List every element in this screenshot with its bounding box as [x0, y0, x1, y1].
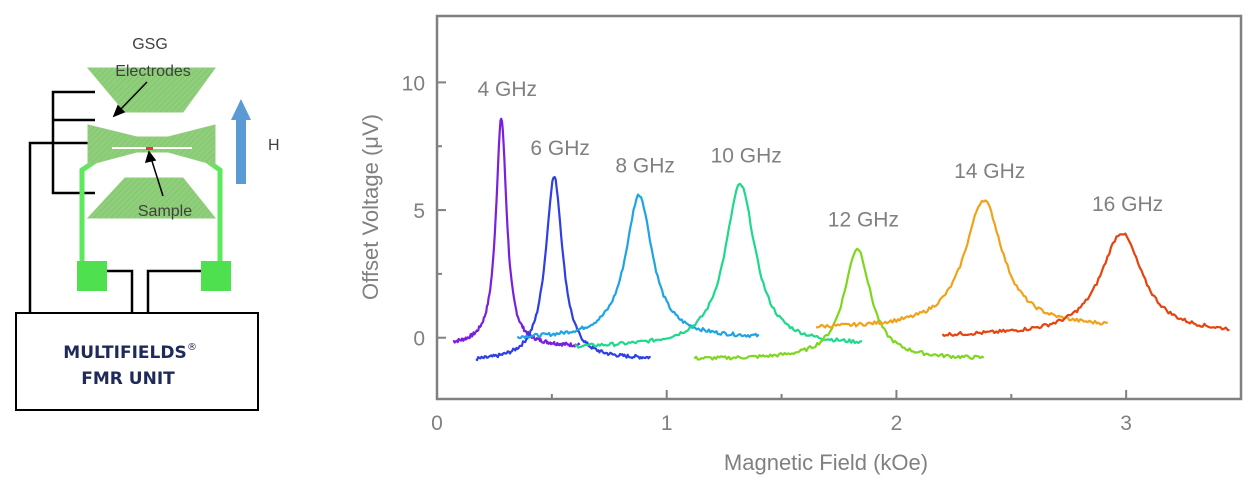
field-arrow-head — [231, 99, 251, 120]
y-tick-label: 0 — [413, 328, 425, 351]
dc-pad-left — [77, 261, 107, 291]
x-tick-label: 1 — [661, 412, 673, 435]
electrode-pointer-line — [117, 81, 148, 113]
field-arrow — [231, 99, 251, 184]
electrode-pointer-head — [112, 104, 126, 118]
setup-diagram: GSG Electrodes Sample H MULTIFIELDS ® FM… — [15, 36, 280, 411]
series-line-5 — [693, 247, 985, 361]
electrode-top — [86, 67, 216, 113]
unit-subtitle: FMR UNIT — [81, 369, 175, 389]
electrodes-label-line2: Electrodes — [115, 63, 191, 80]
series-line-2 — [475, 175, 651, 362]
electrodes-label-line1: GSG — [132, 36, 168, 53]
electrode-signal — [87, 124, 216, 166]
series-labels: 4 GHz 6 GHz 8 GHz 10 GHz 12 GHz 14 GHz 16 GHz — [478, 78, 1164, 231]
plot-frame — [435, 14, 1243, 401]
y-tick-label: 5 — [413, 200, 425, 223]
series-label: 8 GHz — [615, 155, 675, 178]
series-group — [452, 117, 1230, 362]
series-line-1 — [452, 117, 581, 348]
x-tick-label: 3 — [1120, 412, 1132, 435]
series-line-6 — [815, 199, 1108, 329]
series-label: 6 GHz — [530, 137, 590, 160]
unit-registered-mark: ® — [187, 342, 197, 353]
series-line-4 — [574, 182, 863, 349]
sample-label: Sample — [138, 203, 192, 220]
series-label: 4 GHz — [478, 78, 538, 101]
electrode-bottom — [86, 177, 217, 219]
series-label: 14 GHz — [954, 160, 1025, 183]
pad-right-wire — [146, 269, 217, 313]
x-axis-label: Magnetic Field (kOe) — [724, 450, 928, 475]
chart: 0 1 2 3 0 5 10 4 GHz 6 GHz 8 GHz 10 GHz 12 GHz 14 G… — [358, 14, 1243, 475]
dc-pad-right — [201, 261, 231, 291]
sample-marker — [146, 147, 153, 150]
field-label: H — [268, 137, 280, 154]
series-label: 10 GHz — [711, 145, 782, 168]
signal-wires — [28, 90, 217, 313]
gsg-electrodes — [86, 67, 217, 219]
label-arrows — [112, 81, 164, 197]
series-label: 12 GHz — [828, 208, 899, 231]
unit-name: MULTIFIELDS — [63, 343, 186, 363]
axis-ticks: 0 1 2 3 0 5 10 — [402, 72, 1242, 435]
y-tick-label: 10 — [402, 72, 425, 95]
series-line-7 — [941, 232, 1230, 337]
series-line-3 — [516, 193, 760, 340]
series-label: 16 GHz — [1092, 193, 1163, 216]
sample-pointer-line — [150, 157, 164, 197]
x-tick-label: 0 — [431, 412, 443, 435]
y-axis-label: Offset Voltage (μV) — [358, 114, 383, 300]
x-tick-label: 2 — [891, 412, 903, 435]
field-arrow-shaft — [236, 118, 246, 184]
fmr-unit-box — [15, 312, 259, 411]
sample-pointer-head — [144, 150, 157, 164]
signal-wire — [28, 141, 95, 313]
pad-left-wire — [97, 269, 134, 313]
